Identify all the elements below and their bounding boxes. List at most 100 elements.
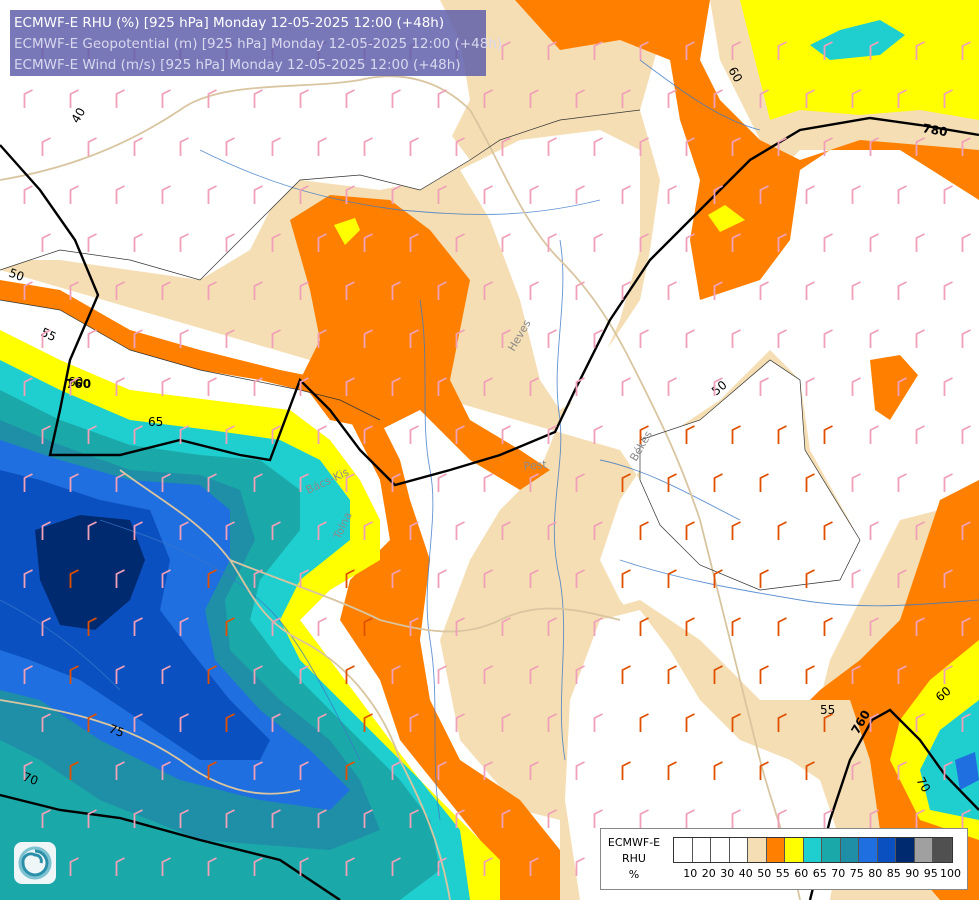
rhu-label-60-ne: 60 — [725, 65, 745, 85]
wind-barb — [317, 233, 327, 252]
wind-barb — [23, 665, 33, 684]
wind-barb — [639, 617, 649, 636]
legend-swatch — [766, 838, 785, 862]
wind-barb — [621, 185, 631, 204]
wind-barb — [943, 185, 953, 204]
wind-barb — [547, 617, 557, 636]
wind-barb — [69, 185, 79, 204]
wind-barb — [363, 713, 373, 732]
wind-barb — [317, 617, 327, 636]
wind-barb — [391, 281, 401, 300]
rhu-label-70-se: 70 — [913, 775, 933, 795]
wind-barb — [731, 521, 741, 540]
wind-barb — [943, 569, 953, 588]
wind-barb — [961, 425, 971, 444]
wind-barb — [225, 521, 235, 540]
wind-barb — [345, 569, 355, 588]
wind-barb — [851, 473, 861, 492]
wind-barb — [179, 137, 189, 156]
wind-barb — [253, 857, 263, 876]
rhu-zone-60-65-patch2 — [708, 205, 745, 232]
wind-barb — [271, 329, 281, 348]
wind-barb — [869, 809, 879, 828]
wind-barb — [69, 665, 79, 684]
legend-swatch — [785, 838, 804, 862]
wind-barb — [299, 281, 309, 300]
wind-barb — [869, 713, 879, 732]
wind-barb — [777, 521, 787, 540]
wind-barb — [317, 809, 327, 828]
map-title-box: ECMWF-E RHU (%) [925 hPa] Monday 12-05-2… — [10, 10, 502, 76]
wind-barb — [759, 665, 769, 684]
wind-barb — [593, 329, 603, 348]
provider-logo — [14, 842, 56, 884]
wind-barb — [391, 89, 401, 108]
wind-barb — [851, 281, 861, 300]
wind-barb — [915, 233, 925, 252]
wind-barb — [207, 569, 217, 588]
wind-barb — [943, 665, 953, 684]
wind-barb — [179, 809, 189, 828]
wind-barb — [391, 761, 401, 780]
geopotential-contours — [0, 116, 979, 900]
wind-barb — [271, 521, 281, 540]
wind-barb — [685, 425, 695, 444]
wind-barb — [115, 857, 125, 876]
wind-barb — [437, 665, 447, 684]
rhu-zone-under-50-s — [565, 610, 840, 900]
wind-barb — [409, 521, 419, 540]
wind-barb — [23, 377, 33, 396]
wind-barb — [777, 329, 787, 348]
wind-barb — [547, 137, 557, 156]
legend-swatch — [877, 838, 896, 862]
wind-barb — [23, 569, 33, 588]
wind-barb — [455, 425, 465, 444]
wind-barb — [207, 185, 217, 204]
wind-barb — [943, 377, 953, 396]
wind-barb — [409, 329, 419, 348]
legend-swatch — [729, 838, 748, 862]
wind-barb — [23, 185, 33, 204]
wind-barb — [437, 857, 447, 876]
wind-barb — [639, 713, 649, 732]
wind-barb — [253, 569, 263, 588]
wind-barb — [115, 377, 125, 396]
wind-barb — [299, 665, 309, 684]
wind-barb — [69, 569, 79, 588]
wind-barb — [667, 665, 677, 684]
wind-barb — [253, 665, 263, 684]
wind-barb — [207, 857, 217, 876]
wind-barb — [805, 281, 815, 300]
wind-barb — [345, 377, 355, 396]
wind-barb — [961, 713, 971, 732]
wind-barb — [409, 425, 419, 444]
rhu-label-65: 65 — [148, 415, 163, 429]
wind-barb — [501, 425, 511, 444]
rhu-zone-65-70-se — [920, 700, 979, 820]
wind-barb — [529, 185, 539, 204]
wind-barb — [547, 521, 557, 540]
legend-swatch — [933, 838, 952, 862]
wind-barb — [41, 617, 51, 636]
wind-barb — [593, 713, 603, 732]
rhu-label-40: 40 — [68, 105, 88, 125]
wind-barb — [593, 137, 603, 156]
wind-barb — [759, 281, 769, 300]
legend-swatch — [914, 838, 933, 862]
wind-barb — [639, 809, 649, 828]
wind-barb — [225, 425, 235, 444]
wind-barb — [207, 761, 217, 780]
legend-variable: RHU — [622, 852, 646, 865]
wind-barb — [299, 89, 309, 108]
wind-barb — [685, 329, 695, 348]
wind-barb — [345, 89, 355, 108]
wind-barb — [363, 329, 373, 348]
wind-barb — [133, 809, 143, 828]
wind-barb — [529, 473, 539, 492]
wind-barb — [621, 281, 631, 300]
wind-barb — [713, 569, 723, 588]
wind-barb — [575, 761, 585, 780]
wind-barb — [501, 41, 511, 60]
legend-swatch — [896, 838, 915, 862]
